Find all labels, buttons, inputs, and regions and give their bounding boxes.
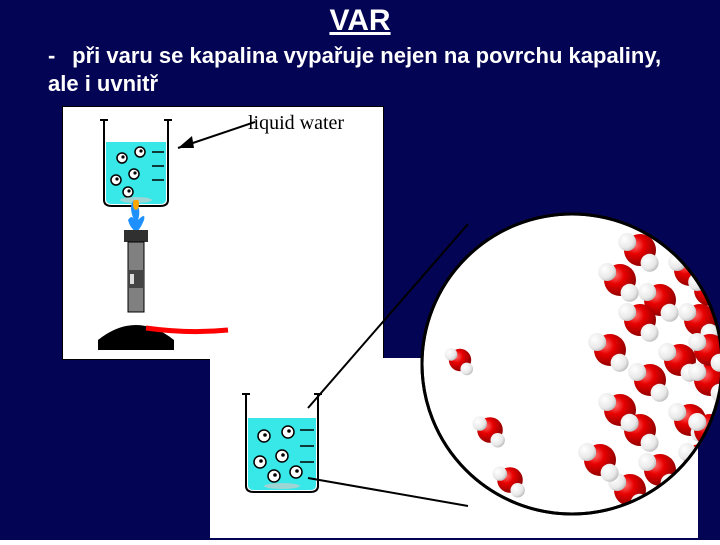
slide-title: VAR <box>0 4 720 38</box>
magnifier-view <box>300 180 720 545</box>
beaker-top <box>96 114 176 210</box>
bullet-content: při varu se kapalina vypařuje nejen na p… <box>48 43 661 96</box>
arrow-icon <box>170 118 260 158</box>
bullet-text: - při varu se kapalina vypařuje nejen na… <box>48 42 672 97</box>
bullet-dash: - <box>48 42 66 70</box>
slide: VAR - při varu se kapalina vypařuje neje… <box>0 0 720 540</box>
bunsen-burner <box>88 200 238 365</box>
liquid-water-label: liquid water <box>248 112 344 135</box>
